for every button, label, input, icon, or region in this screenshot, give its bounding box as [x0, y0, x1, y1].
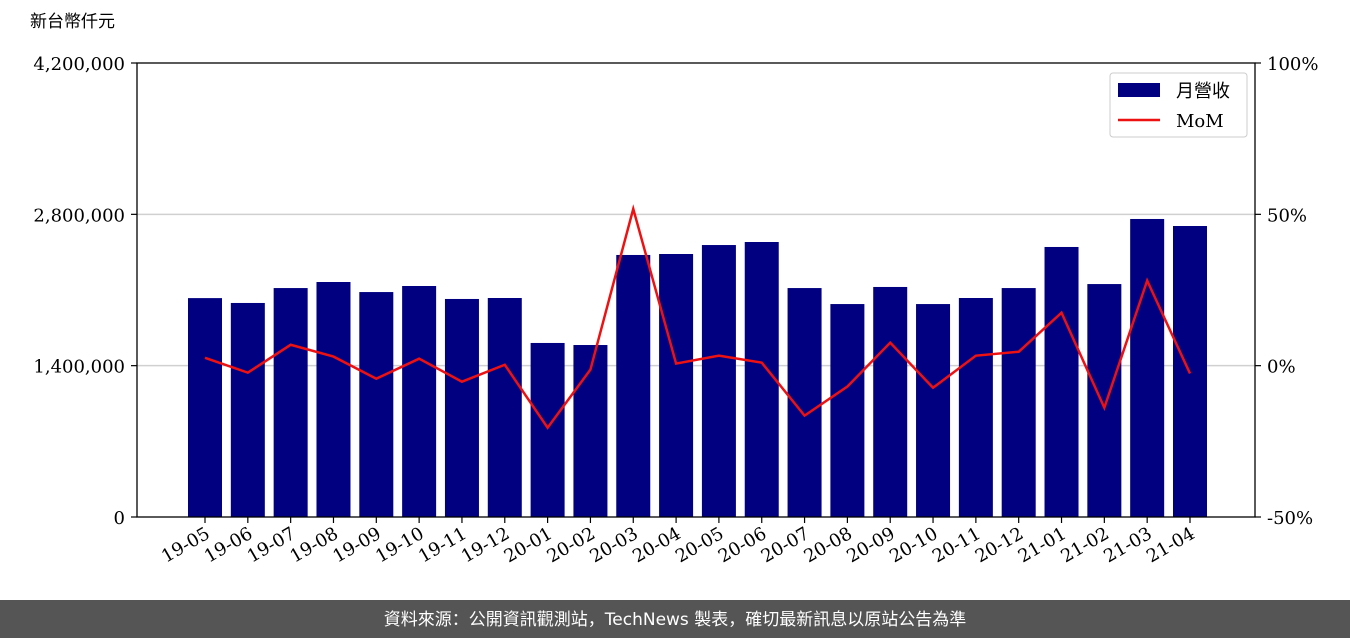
x-tick-label: 19-08	[287, 523, 342, 567]
x-tick-label: 20-04	[629, 523, 684, 567]
y-axis-label: 新台幣仟元	[30, 12, 115, 32]
x-tick-label: 20-09	[843, 523, 898, 567]
y-tick-label: 1,400,000	[33, 357, 125, 378]
footer-text: 資料來源：公開資訊觀測站，TechNews 製表，確切最新訊息以原站公告為準	[384, 610, 966, 630]
y-tick-label: 4,200,000	[33, 54, 125, 75]
x-tick-label: 20-10	[886, 523, 941, 567]
bar	[916, 304, 951, 517]
x-tick-label: 20-07	[758, 523, 813, 567]
x-tick-label: 20-03	[586, 523, 641, 567]
bar	[659, 254, 694, 518]
y-tick-label: 0	[114, 508, 125, 529]
x-tick-label: 19-12	[458, 523, 513, 567]
bar	[402, 286, 437, 517]
bar	[188, 298, 222, 517]
bar	[1087, 284, 1122, 517]
y2-tick-label: 100%	[1267, 54, 1318, 75]
mom-line	[204, 204, 1192, 430]
bar	[316, 282, 351, 517]
x-tick-label: 19-11	[415, 523, 470, 567]
bar	[873, 286, 908, 517]
x-tick-label: 19-05	[158, 523, 213, 567]
x-tick-label: 21-04	[1143, 523, 1198, 567]
bar	[958, 297, 993, 517]
x-tick-label: 21-02	[1057, 523, 1112, 567]
bar	[1001, 288, 1036, 517]
x-tick-label: 19-07	[244, 523, 299, 567]
legend-label: MoM	[1176, 111, 1224, 132]
x-tick-label: 21-03	[1100, 523, 1155, 567]
footer-bar	[0, 600, 1350, 638]
x-tick-label: 20-05	[672, 523, 727, 567]
bar	[1044, 246, 1079, 517]
y2-tick-label: 50%	[1267, 205, 1307, 226]
x-tick-label: 21-01	[1015, 523, 1070, 567]
bar	[573, 345, 608, 517]
y2-tick-label: -50%	[1267, 508, 1313, 529]
x-tick-label: 19-06	[201, 523, 256, 567]
bar	[273, 288, 308, 517]
x-tick-label: 20-11	[929, 523, 984, 567]
x-tick-label: 20-06	[715, 523, 770, 567]
x-tick-label: 20-08	[800, 523, 855, 567]
bar	[487, 297, 522, 517]
y-tick-label: 2,800,000	[33, 205, 125, 226]
bar	[530, 342, 565, 517]
bar	[359, 292, 394, 517]
bar	[444, 298, 479, 517]
plot-frame	[136, 62, 1256, 518]
bar	[616, 254, 651, 517]
legend-label: 月營收	[1176, 81, 1230, 102]
bar	[1130, 218, 1165, 517]
x-tick-label: 19-10	[372, 523, 427, 567]
x-tick-label: 20-01	[501, 523, 556, 567]
x-tick-label: 19-09	[329, 523, 384, 567]
bar	[230, 302, 265, 517]
y2-tick-label: 0%	[1267, 357, 1296, 378]
x-tick-label: 20-12	[972, 523, 1027, 567]
bar	[701, 245, 736, 517]
bar	[744, 242, 779, 517]
x-tick-label: 20-02	[543, 523, 598, 567]
legend-swatch	[1118, 83, 1160, 97]
bar	[830, 304, 865, 517]
